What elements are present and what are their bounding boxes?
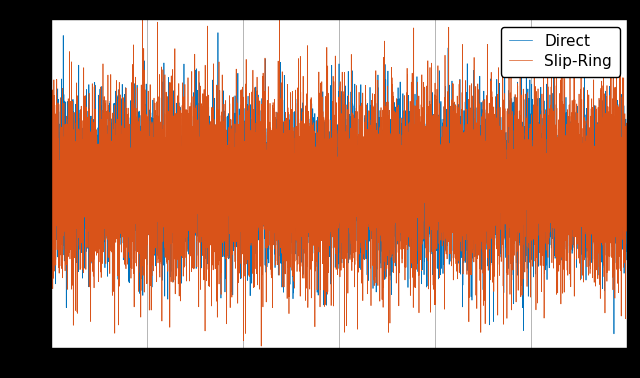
Slip-Ring [623,242,631,246]
Direct [47,162,55,167]
Line: Slip-Ring: Slip-Ring [51,11,627,346]
Legend: Direct, Slip-Ring: Direct, Slip-Ring [501,26,620,76]
Direct [82,198,90,203]
Slip-Ring [257,344,265,348]
Slip-Ring [50,264,58,269]
Slip-Ring [47,103,55,108]
Direct [329,156,337,161]
Direct [71,168,79,173]
Direct [50,209,58,213]
Slip-Ring [71,187,79,192]
Slip-Ring [139,9,147,13]
Direct [160,183,168,188]
Slip-Ring [593,127,600,132]
Slip-Ring [82,93,90,98]
Slip-Ring [329,233,337,238]
Direct [623,156,631,161]
Direct [593,165,600,170]
Slip-Ring [160,138,168,143]
Direct [610,332,618,336]
Line: Direct: Direct [51,33,627,334]
Direct [214,30,222,35]
